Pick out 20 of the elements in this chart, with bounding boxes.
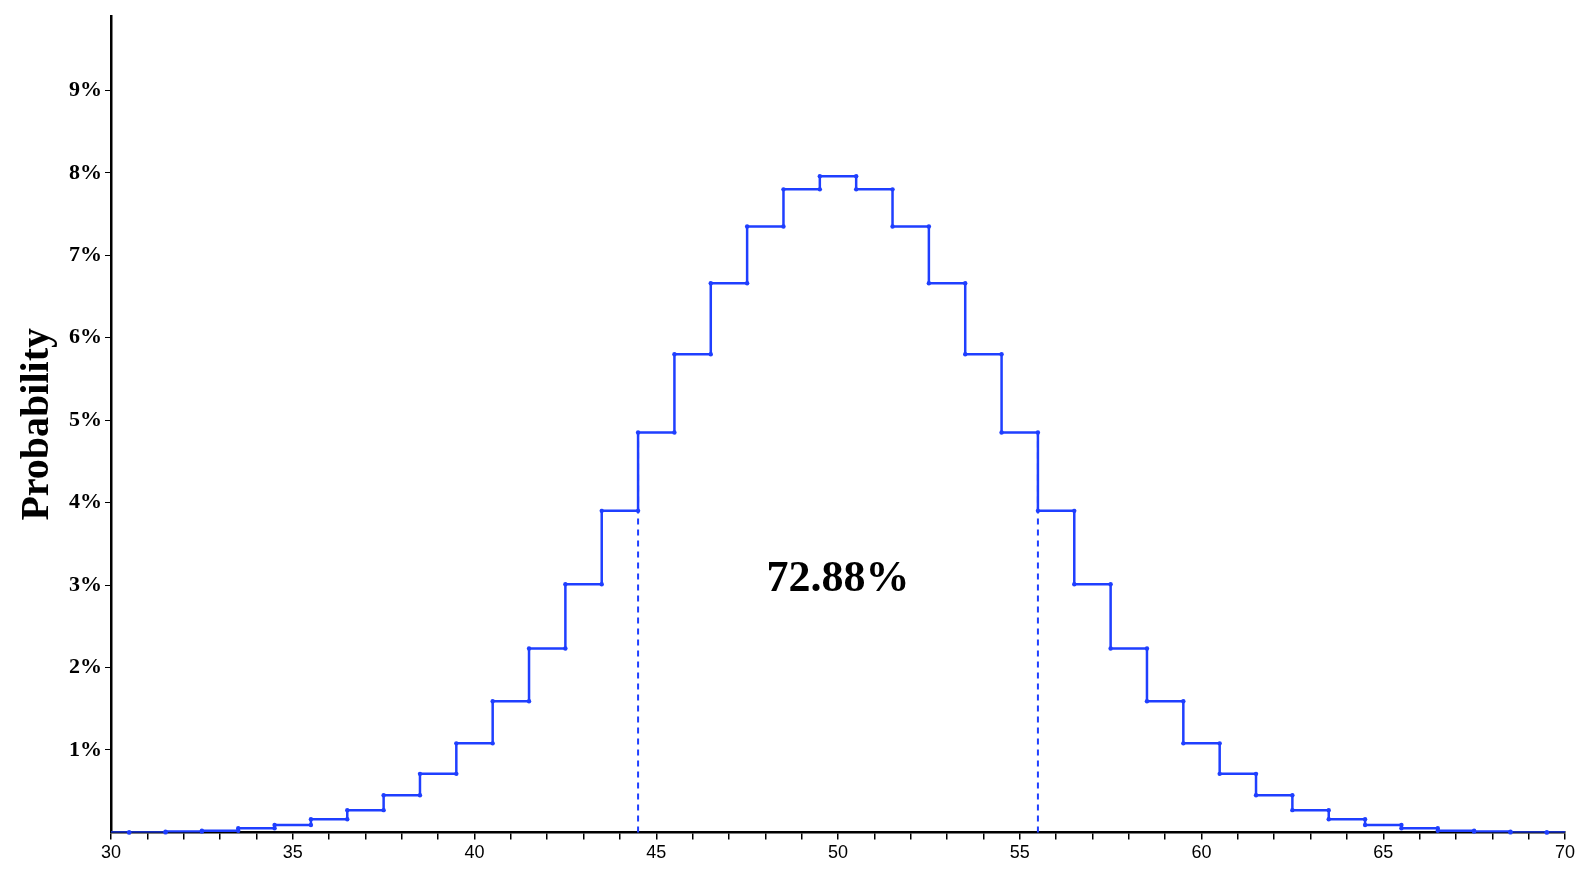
x-tick-label: 30 — [100, 842, 122, 863]
x-tick-label: 50 — [827, 842, 849, 863]
y-tick-label: 5% — [69, 405, 102, 431]
y-tick-label: 1% — [69, 735, 102, 761]
x-tick-label: 65 — [1373, 842, 1394, 863]
y-tick-label: 8% — [69, 158, 102, 184]
x-tick-label: 60 — [1191, 842, 1212, 863]
y-tick-label: 7% — [69, 240, 102, 266]
y-tick-label: 4% — [69, 488, 102, 514]
annotation: 72.88% — [766, 551, 910, 601]
y-tick-label: 9% — [69, 76, 102, 102]
y-tick-label: 2% — [69, 653, 102, 679]
x-tick-label: 55 — [1009, 842, 1030, 863]
x-tick-label: 35 — [282, 842, 303, 863]
x-tick-label: 70 — [1554, 842, 1576, 863]
x-tick-label: 45 — [646, 842, 667, 863]
y-axis-title: Probability — [12, 327, 58, 521]
y-tick-label: 6% — [69, 323, 102, 349]
y-tick-label: 3% — [69, 570, 102, 596]
x-tick-label: 40 — [464, 842, 485, 863]
